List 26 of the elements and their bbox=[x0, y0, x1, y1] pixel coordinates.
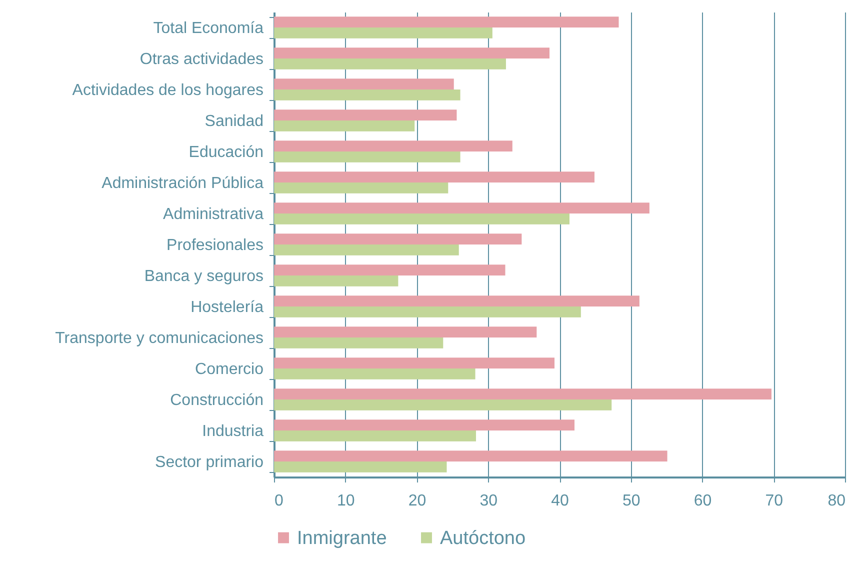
y-tick-label: Administración Pública bbox=[102, 175, 264, 192]
y-tick-label: Hostelería bbox=[190, 299, 264, 316]
y-tick-label: Transporte y comunicaciones bbox=[55, 330, 264, 347]
y-tick-label: Comercio bbox=[195, 361, 264, 378]
y-tick-label: Industria bbox=[202, 423, 264, 440]
y-tick-label: Total Economía bbox=[153, 20, 264, 37]
y-tick-label: Otras actividades bbox=[140, 51, 264, 68]
x-tick-label: 10 bbox=[336, 492, 355, 510]
y-tick-label: Actividades de los hogares bbox=[72, 82, 264, 99]
x-tick-label: 0 bbox=[274, 492, 284, 510]
y-tick-label: Profesionales bbox=[166, 237, 264, 254]
y-tick-label: Sector primario bbox=[155, 454, 264, 471]
y-tick-label: Banca y seguros bbox=[144, 268, 264, 285]
x-tick-label: 50 bbox=[622, 492, 640, 510]
y-tick-label: Sanidad bbox=[204, 113, 264, 130]
x-tick-label: 20 bbox=[408, 492, 426, 510]
legend-label: Inmigrante bbox=[297, 528, 387, 549]
x-tick-label: 60 bbox=[694, 492, 712, 510]
y-tick-label: Administrativa bbox=[163, 206, 264, 223]
legend-label: Autóctono bbox=[440, 528, 526, 549]
y-tick-label: Educación bbox=[188, 144, 264, 161]
x-tick-label: 40 bbox=[551, 492, 569, 510]
x-tick-label: 70 bbox=[765, 492, 784, 510]
x-tick-label: 80 bbox=[828, 492, 846, 510]
x-tick-label: 30 bbox=[480, 492, 498, 510]
y-tick-label: Construcción bbox=[170, 392, 264, 409]
